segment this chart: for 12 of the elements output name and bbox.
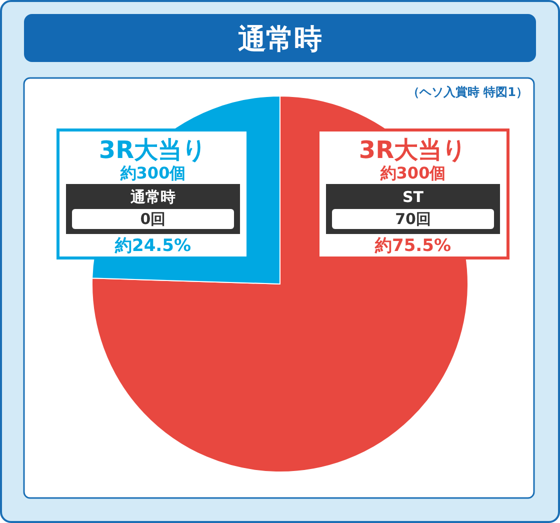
text: 70回 — [395, 210, 431, 228]
data-label: 約24.5% — [114, 236, 191, 256]
data-label: 約75.5% — [374, 236, 451, 256]
slice-label: 3R大当り — [98, 136, 208, 164]
text: 約300個 — [119, 164, 186, 182]
text: ST — [402, 188, 424, 206]
chart-title: 通常時 — [238, 22, 322, 56]
text: 0回 — [140, 210, 166, 228]
text: （ヘソ入賞時 特図1） — [407, 85, 528, 99]
text: 約300個 — [379, 164, 446, 182]
slice-label: 3R大当り — [358, 136, 468, 164]
text: 通常時 — [130, 188, 176, 206]
